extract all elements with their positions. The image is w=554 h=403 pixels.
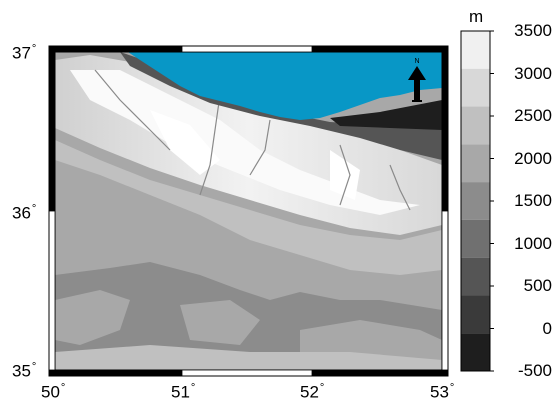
- southern-edge: [55, 345, 442, 370]
- colorbar-block: [461, 219, 490, 258]
- high-peaks: [70, 70, 420, 215]
- southern-plain-center: [180, 300, 260, 345]
- colorbar-block: [461, 257, 490, 296]
- colorbar-unit: m: [469, 7, 484, 26]
- colorbar-block: [461, 182, 490, 220]
- colorbar-label: 1500: [514, 191, 552, 210]
- river-valleys: [94, 69, 411, 211]
- southern-plain-west: [55, 290, 130, 345]
- map-border: [48, 45, 449, 377]
- lon-tick-52: 52°: [300, 382, 325, 402]
- peak-cluster: [150, 110, 220, 175]
- north-arrow-icon: N: [408, 58, 426, 102]
- colorbar-label: 3000: [514, 63, 552, 83]
- peak-cluster-east: [330, 150, 360, 200]
- lat-tick-37: 37°: [12, 43, 37, 63]
- colorbar-block: [461, 333, 490, 371]
- colorbar-label: 0: [542, 318, 552, 338]
- colorbar-block: [461, 68, 490, 107]
- colorbar-block: [461, 31, 490, 69]
- colorbar-block: [461, 106, 490, 145]
- lat-tick-36: 36°: [12, 203, 37, 223]
- lon-tick-51: 51°: [171, 382, 196, 402]
- colorbar-label: 2500: [514, 106, 552, 125]
- colorbar: [460, 30, 494, 372]
- foothills: [55, 140, 442, 275]
- lon-tick-50: 50°: [41, 382, 66, 402]
- colorbar-label: 3500: [514, 21, 552, 40]
- lon-tick-53: 53°: [430, 382, 455, 402]
- coastal-lowland: [120, 52, 442, 160]
- caspian-sea: [128, 52, 442, 120]
- colorbar-block: [461, 295, 490, 334]
- north-arrow-label: N: [414, 58, 419, 65]
- colorbar-label: 500: [523, 276, 552, 295]
- colorbar-label: -500: [517, 361, 552, 380]
- coastal-strip: [330, 100, 442, 130]
- map-plot-area: [55, 52, 442, 370]
- lat-tick-35: 35°: [12, 361, 37, 381]
- colorbar-block: [461, 144, 490, 183]
- colorbar-label: 1000: [514, 233, 552, 253]
- colorbar-label: 2000: [514, 148, 552, 168]
